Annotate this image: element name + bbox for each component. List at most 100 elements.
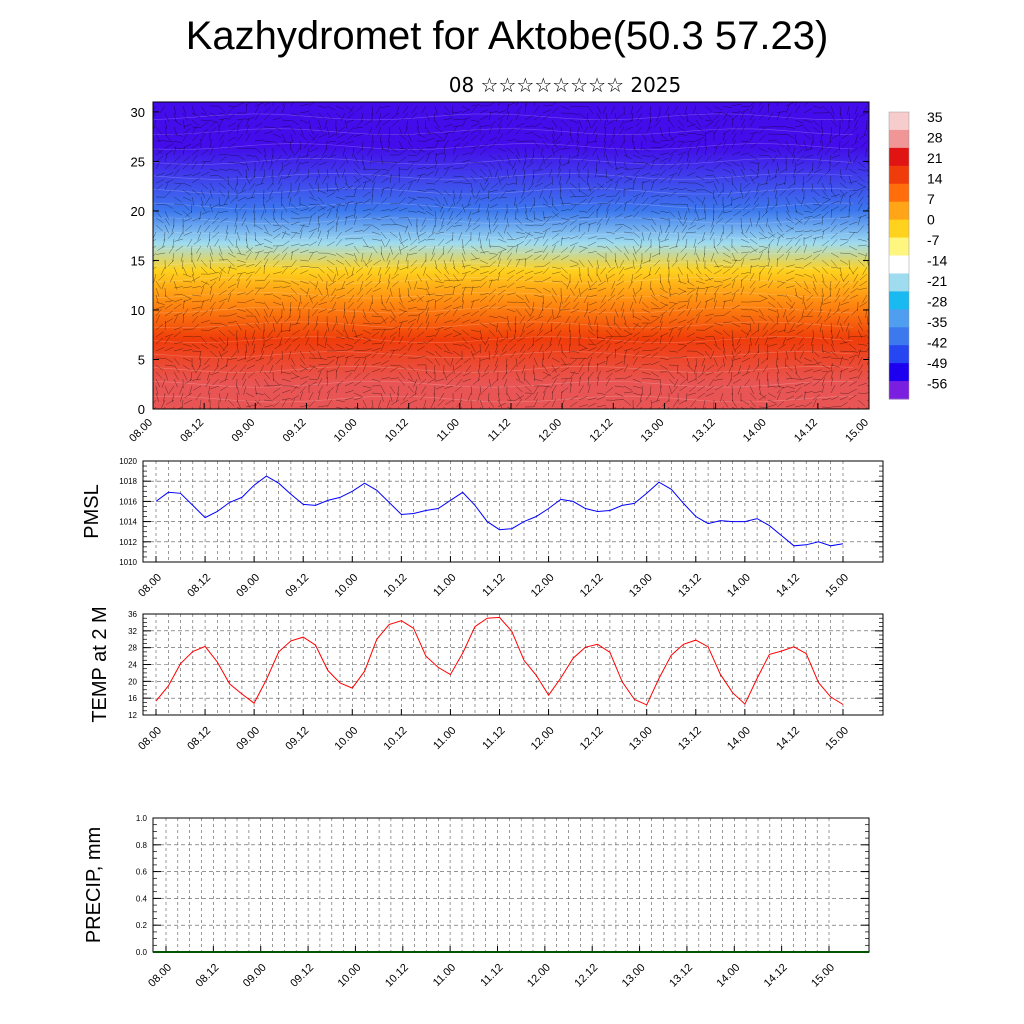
wind-barb [452, 196, 455, 206]
wind-barb [290, 287, 298, 295]
wind-barb [713, 182, 718, 192]
wind-barb [452, 333, 462, 338]
wind-barb [837, 315, 841, 325]
wind-barb [470, 385, 473, 396]
wind-barb [302, 322, 310, 330]
wind-barb [534, 315, 544, 321]
wind-barb [623, 338, 632, 345]
wind-barb [603, 133, 607, 143]
wind-barb [332, 322, 337, 332]
wind-barb [296, 315, 301, 325]
wind-barb [704, 181, 714, 184]
wind-barb [389, 183, 397, 191]
wind-barb [212, 231, 220, 239]
wind-barb [362, 191, 371, 198]
wind-barb [642, 259, 652, 264]
wind-barb [200, 189, 206, 199]
wind-barb [155, 224, 163, 232]
wind-barb [308, 126, 315, 135]
wind-barb [470, 300, 474, 310]
wind-barb [353, 216, 357, 226]
wind-barb [335, 355, 345, 359]
wind-barb [582, 147, 589, 156]
wind-barb [434, 210, 437, 220]
wind-barb [425, 350, 435, 356]
wind-barb [848, 154, 852, 164]
wind-barb [619, 126, 625, 135]
wind-barb [353, 358, 361, 366]
wind-barb [353, 161, 361, 169]
wind-barb [241, 371, 247, 381]
wind-barb [191, 315, 198, 324]
wind-barb [704, 146, 708, 156]
wind-barb [733, 371, 742, 377]
wind-barb [227, 136, 237, 142]
wind-barb [542, 230, 547, 240]
wind-barb [744, 196, 751, 205]
wind-barb [418, 245, 427, 252]
wind-barb [155, 306, 165, 310]
wind-barb [503, 378, 508, 388]
wind-barb [565, 175, 571, 185]
wind-barb [353, 209, 357, 219]
wind-barb [792, 147, 796, 157]
wind-barb [704, 350, 711, 359]
wind-barb [801, 196, 805, 206]
wind-barb [449, 210, 454, 220]
wind-barb [614, 236, 624, 240]
wind-barb [398, 287, 401, 297]
wind-barb [607, 119, 616, 125]
wind-barb [695, 126, 704, 132]
wind-barb [317, 105, 327, 109]
wind-barb [714, 385, 724, 391]
wind-barb [832, 161, 841, 168]
wind-barb [263, 224, 269, 234]
wind-barb [245, 238, 249, 248]
wind-barb [785, 350, 789, 360]
wind-barb [443, 333, 453, 338]
wind-barb [605, 112, 608, 122]
wind-barb [614, 308, 619, 318]
wind-barb [173, 326, 183, 331]
wind-barb [817, 308, 823, 318]
wind-barb [173, 303, 182, 310]
wind-barb [380, 177, 389, 184]
wind-barb [481, 371, 490, 378]
wind-barb [506, 322, 512, 332]
wind-barb [533, 196, 536, 207]
wind-barb [623, 199, 632, 205]
wind-barb [219, 203, 229, 207]
wind-barb [866, 259, 869, 268]
wind-barb [797, 343, 805, 351]
wind-barb [690, 217, 697, 226]
wind-barb [456, 399, 463, 408]
wind-barb [551, 374, 560, 380]
wind-barb [209, 271, 219, 275]
wind-barb [855, 133, 859, 143]
wind-barb [191, 324, 200, 331]
wind-barb [299, 280, 309, 284]
wind-barb [446, 371, 454, 378]
wind-barb [398, 149, 407, 156]
wind-barb [866, 189, 869, 191]
wind-barb [749, 385, 755, 395]
wind-barb [730, 371, 733, 381]
wind-barb [857, 186, 867, 191]
wind-barb [568, 343, 571, 354]
wind-barb [743, 350, 751, 358]
wind-barb [506, 238, 517, 241]
wind-barb [371, 399, 374, 409]
contour-line [153, 143, 854, 150]
wind-barb [794, 238, 801, 247]
wind-barb [245, 399, 251, 409]
wind-barb [713, 300, 717, 310]
wind-barb [731, 117, 733, 128]
wind-barb [650, 157, 660, 163]
wind-barb [425, 300, 429, 310]
wind-barb [317, 405, 327, 408]
wind-barb [648, 266, 652, 276]
wind-barb [578, 112, 587, 119]
wind-barb [667, 406, 670, 409]
wind-barb [542, 210, 545, 220]
wind-barb [281, 399, 287, 408]
